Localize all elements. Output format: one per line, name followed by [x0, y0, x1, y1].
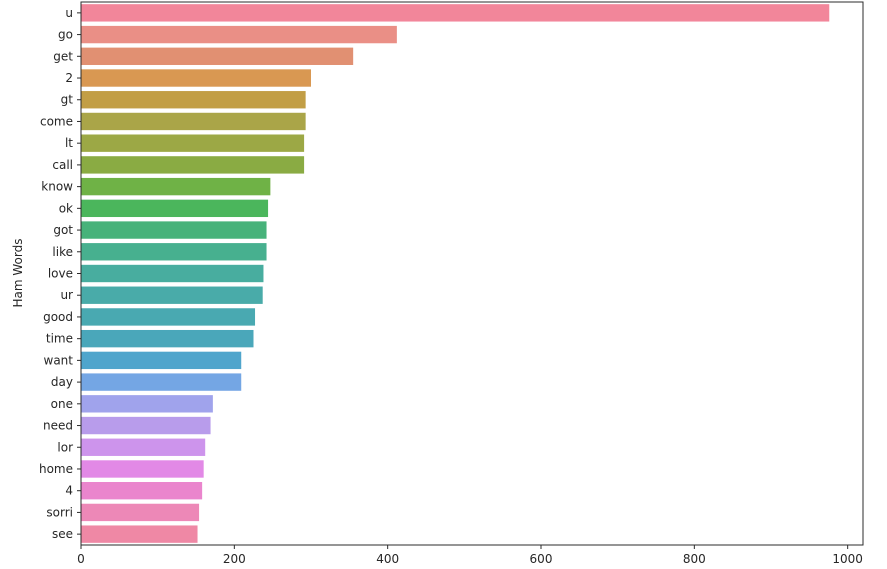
y-tick-label: lor: [57, 440, 73, 454]
bar-got: [81, 221, 267, 239]
y-tick-label: love: [48, 267, 73, 281]
bar-want: [81, 351, 242, 370]
bars-group: [81, 4, 830, 543]
bar-2: [81, 69, 311, 87]
bar-call: [81, 156, 305, 174]
y-tick-label: call: [52, 158, 73, 172]
y-tick-labels: u go get 2 gt come lt call know ok got like love ur go…: [39, 6, 81, 541]
y-tick-label: want: [44, 353, 74, 367]
bar-see: [81, 525, 198, 543]
bar-u: [81, 4, 830, 22]
y-tick-label: know: [41, 180, 73, 194]
y-tick-label: lt: [65, 136, 73, 150]
bar-4: [81, 482, 203, 500]
y-tick-label: gt: [61, 93, 74, 107]
bar-sorri: [81, 503, 200, 522]
x-tick-label: 800: [683, 552, 706, 566]
x-tick-label: 1000: [832, 552, 863, 566]
y-tick-label: like: [52, 245, 73, 259]
y-tick-label: go: [58, 28, 73, 42]
y-tick-label: day: [51, 375, 73, 389]
y-tick-label: come: [40, 114, 73, 128]
bar-lt: [81, 134, 305, 152]
bar-like: [81, 243, 267, 261]
y-tick-label: ur: [60, 288, 73, 302]
x-tick-label: 600: [530, 552, 553, 566]
bar-one: [81, 395, 213, 413]
y-tick-label: need: [43, 419, 73, 433]
bar-ok: [81, 199, 269, 218]
y-tick-label: see: [52, 527, 73, 541]
bar-go: [81, 25, 397, 44]
x-tick-label: 0: [77, 552, 85, 566]
y-tick-label: time: [46, 332, 73, 346]
bar-love: [81, 264, 264, 283]
y-tick-label: get: [53, 49, 73, 63]
bar-home: [81, 460, 204, 478]
plot-frame: [80, 1, 864, 546]
bar-need: [81, 416, 211, 435]
y-tick-label: one: [51, 397, 73, 411]
bar-good: [81, 308, 256, 326]
bar-ur: [81, 286, 263, 304]
x-tick-labels: 0 200 400 600 800 1000: [77, 545, 863, 566]
y-tick-label: 4: [65, 484, 73, 498]
y-axis-label: Ham Words: [11, 239, 25, 308]
bar-lor: [81, 438, 206, 456]
x-tick-label: 400: [376, 552, 399, 566]
bar-get: [81, 47, 354, 65]
bar-know: [81, 177, 271, 196]
y-tick-label: good: [43, 310, 73, 324]
x-tick-label: 200: [223, 552, 246, 566]
bar-gt: [81, 91, 306, 109]
y-tick-label: ok: [59, 201, 73, 215]
y-tick-label: sorri: [46, 505, 73, 519]
y-tick-label: u: [65, 6, 73, 20]
bar-day: [81, 373, 242, 391]
y-tick-label: home: [39, 462, 73, 476]
y-tick-label: 2: [65, 71, 73, 85]
bar-time: [81, 329, 254, 348]
y-tick-label: got: [53, 223, 73, 237]
bar-come: [81, 112, 306, 131]
